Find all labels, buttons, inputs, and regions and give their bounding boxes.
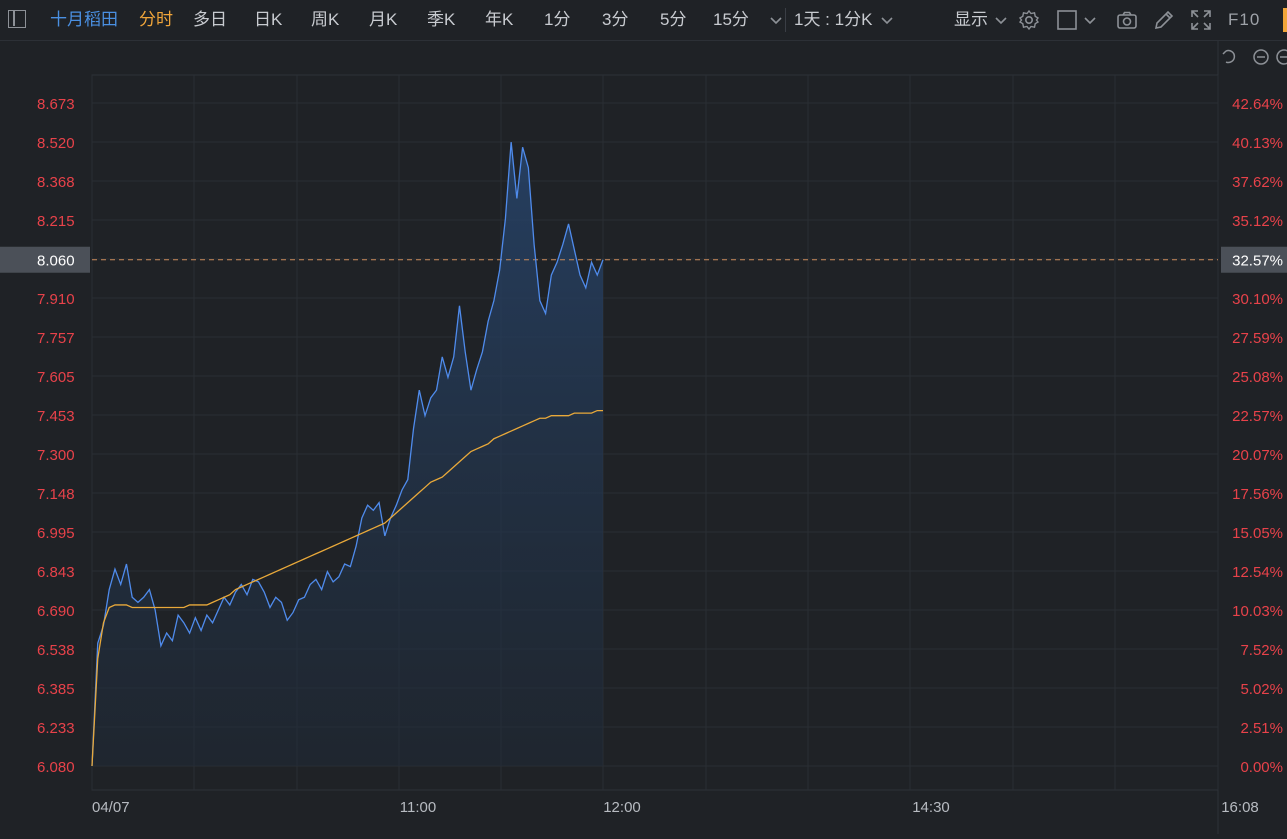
current-price-label: 8.060 <box>37 253 75 270</box>
fullscreen-icon[interactable] <box>1189 8 1213 32</box>
x-tick-label: 04/07 <box>92 799 130 816</box>
y-tick-price: 6.538 <box>37 642 75 659</box>
y-tick-price: 8.520 <box>37 135 75 152</box>
y-tick-pct: 35.12% <box>1232 213 1283 230</box>
y-tick-pct: 37.62% <box>1232 174 1283 191</box>
y-tick-pct: 17.56% <box>1232 486 1283 503</box>
tab-5min[interactable]: 5分 <box>660 10 687 29</box>
camera-icon[interactable] <box>1115 8 1139 32</box>
tab-intraday[interactable]: 分时 <box>139 10 173 29</box>
sidebar-toggle-icon[interactable] <box>8 10 26 28</box>
y-tick-pct: 42.64% <box>1232 96 1283 113</box>
y-tick-price: 7.910 <box>37 291 75 308</box>
x-tick-label: 12:00 <box>603 799 641 816</box>
tab-monthly-k[interactable]: 月K <box>369 10 398 29</box>
tab-yearly-k[interactable]: 年K <box>485 10 514 29</box>
y-tick-pct: 2.51% <box>1240 720 1283 737</box>
chart-toolbar: 十月稻田 分时 多日 日K 周K 月K 季K 年K 1分 3分 5分 15分 1… <box>0 0 1287 41</box>
y-tick-pct: 40.13% <box>1232 135 1283 152</box>
stock-name[interactable]: 十月稻田 <box>50 10 118 29</box>
intraday-chart: 8.673 42.64% 8.520 40.13% 8.368 37.62% 8.215 35… <box>0 41 1287 834</box>
tab-daily-k[interactable]: 日K <box>254 10 283 29</box>
x-tick-label: 16:08 <box>1221 799 1259 816</box>
zoom-in-icon[interactable] <box>1276 49 1287 65</box>
y-tick-pct: 27.59% <box>1232 330 1283 347</box>
y-tick-pct: 30.10% <box>1232 291 1283 308</box>
tab-weekly-k[interactable]: 周K <box>311 10 340 29</box>
panel-edge-marker <box>1283 8 1287 32</box>
chevron-down-icon[interactable] <box>989 8 1013 32</box>
y-tick-pct: 7.52% <box>1240 642 1283 659</box>
zoom-out-icon[interactable] <box>1253 49 1269 65</box>
y-tick-pct: 22.57% <box>1232 408 1283 425</box>
current-pct-badge <box>1221 246 1287 273</box>
price-chart-svg: 8.673 42.64% 8.520 40.13% 8.368 37.62% 8.215 35… <box>0 41 1287 834</box>
y-tick-price: 7.453 <box>37 408 75 425</box>
price-area <box>92 142 603 767</box>
y-tick-price: 7.605 <box>37 369 75 386</box>
tab-multi-day[interactable]: 多日 <box>193 10 227 29</box>
price-line <box>91 142 604 767</box>
f10-button[interactable]: F10 <box>1228 10 1261 29</box>
y-tick-pct: 20.07% <box>1232 447 1283 464</box>
y-tick-price: 8.215 <box>37 213 75 230</box>
chevron-down-icon[interactable] <box>875 8 899 32</box>
y-tick-price: 6.690 <box>37 603 75 620</box>
gear-icon[interactable] <box>1017 8 1041 32</box>
toolbar-divider <box>785 8 786 32</box>
pencil-icon[interactable] <box>1152 8 1176 32</box>
y-tick-price: 6.995 <box>37 525 75 542</box>
chevron-down-icon[interactable] <box>764 8 788 32</box>
y-tick-pct: 25.08% <box>1232 369 1283 386</box>
undo-icon[interactable] <box>1222 49 1236 64</box>
y-tick-pct: 15.05% <box>1232 525 1283 542</box>
x-tick-label: 11:00 <box>400 799 436 816</box>
tab-15min[interactable]: 15分 <box>713 10 749 29</box>
tab-quarterly-k[interactable]: 季K <box>427 10 456 29</box>
y-tick-pct: 0.00% <box>1240 759 1283 776</box>
x-tick-label: 14:30 <box>912 799 950 816</box>
average-line <box>91 409 603 767</box>
chevron-down-icon[interactable] <box>1078 8 1102 32</box>
y-tick-price: 6.843 <box>37 564 75 581</box>
y-tick-price: 6.080 <box>37 759 75 776</box>
current-price-badge <box>0 246 90 273</box>
square-icon[interactable] <box>1055 8 1079 32</box>
y-tick-price: 7.148 <box>37 486 75 503</box>
display-menu[interactable]: 显示 <box>954 10 988 29</box>
tab-3min[interactable]: 3分 <box>602 10 629 29</box>
y-tick-price: 6.233 <box>37 720 75 737</box>
y-tick-pct: 10.03% <box>1232 603 1283 620</box>
y-tick-price: 6.385 <box>37 681 75 698</box>
tab-1min[interactable]: 1分 <box>544 10 571 29</box>
y-tick-pct: 12.54% <box>1232 564 1283 581</box>
period-select[interactable]: 1天 : 1分K <box>794 10 873 29</box>
y-tick-price: 8.673 <box>37 96 75 113</box>
y-tick-pct: 5.02% <box>1240 681 1283 698</box>
y-tick-price: 7.757 <box>37 330 75 347</box>
current-pct-label: 32.57% <box>1232 253 1283 270</box>
y-tick-price: 7.300 <box>37 447 75 464</box>
y-tick-price: 8.368 <box>37 174 75 191</box>
